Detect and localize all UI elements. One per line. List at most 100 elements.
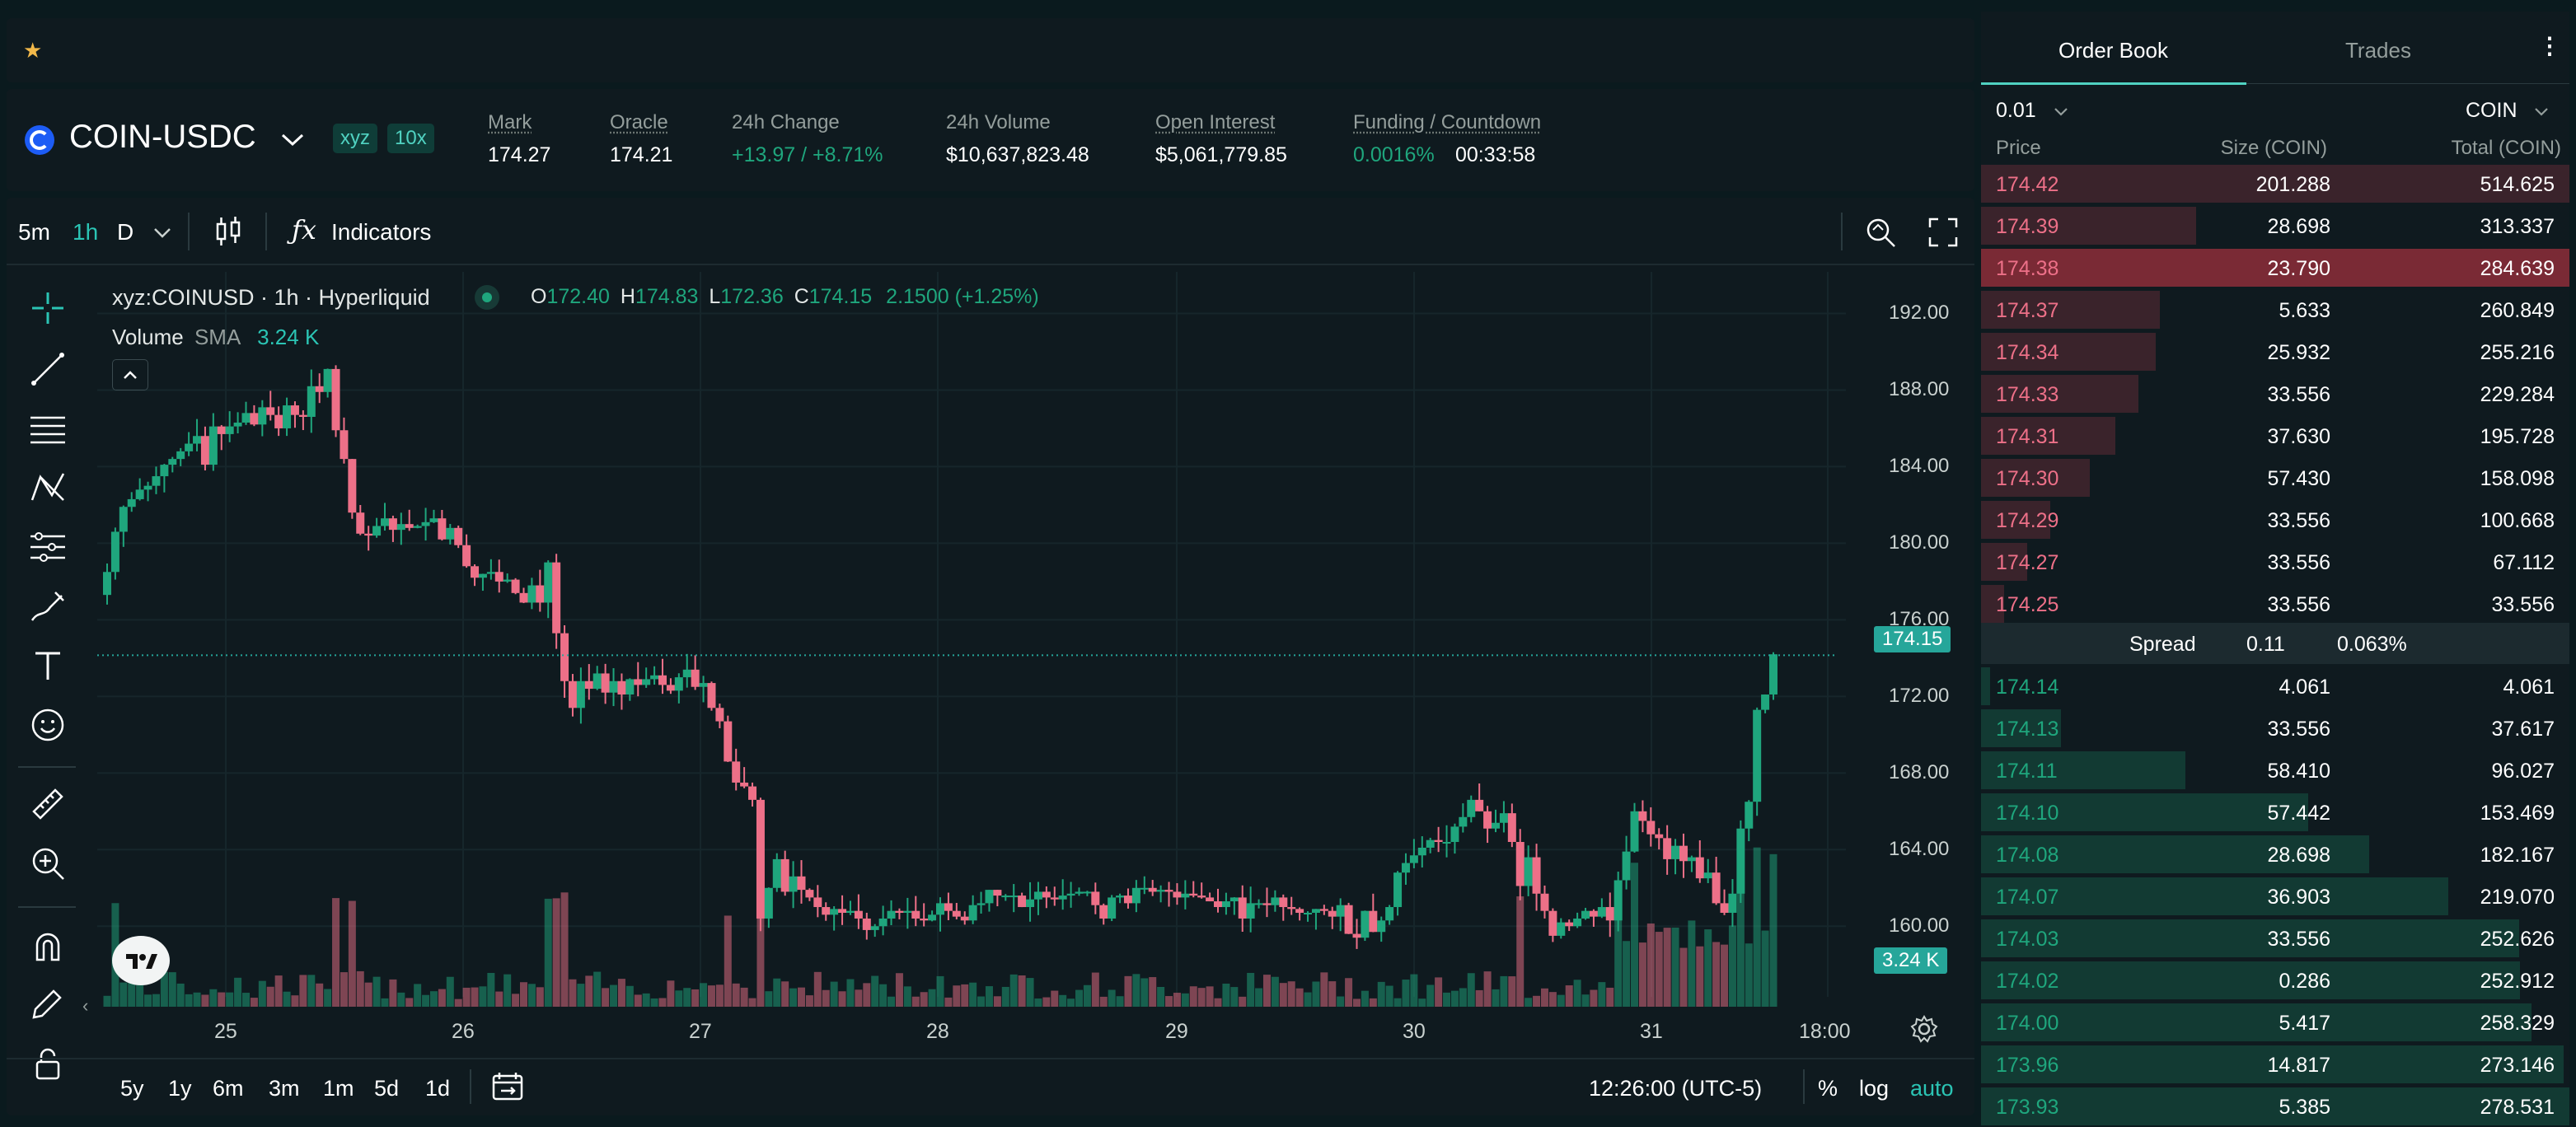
bid-row[interactable]: 174.07 36.903 219.070 xyxy=(1981,876,2569,917)
bid-row[interactable]: 174.08 28.698 182.167 xyxy=(1981,834,2569,875)
bid-row[interactable]: 174.13 33.556 37.617 xyxy=(1981,708,2569,749)
indicators-button[interactable]: Indicators xyxy=(331,219,432,245)
tick-size-select[interactable]: 0.01 xyxy=(1996,99,2068,123)
magnet-icon[interactable] xyxy=(25,928,71,964)
volume-bar xyxy=(1548,992,1557,1007)
price-tick-label: 168.00 xyxy=(1889,761,1950,784)
chevron-down-icon[interactable] xyxy=(153,227,171,239)
pattern-icon[interactable] xyxy=(25,470,71,506)
ask-row[interactable]: 174.38 23.790 284.639 xyxy=(1981,247,2569,288)
pencil-lock-icon[interactable] xyxy=(25,987,71,1023)
brush-icon[interactable] xyxy=(25,588,71,624)
candle-body xyxy=(1001,896,1010,898)
volume-bar xyxy=(1328,981,1337,1007)
range-1m[interactable]: 1m xyxy=(323,1076,354,1101)
candles-icon[interactable] xyxy=(214,216,242,247)
volume-bar xyxy=(520,982,527,1007)
volume-bar xyxy=(1140,978,1149,1007)
clock-readout[interactable]: 12:26:00 (UTC-5) xyxy=(1589,1076,1763,1101)
range-5d[interactable]: 5d xyxy=(374,1076,400,1101)
volume-bar xyxy=(1149,977,1157,1007)
ask-row[interactable]: 174.25 33.556 33.556 xyxy=(1981,583,2569,624)
tab-order-book[interactable]: Order Book xyxy=(2058,38,2168,63)
horizontal-lines-icon[interactable] xyxy=(25,410,71,447)
bid-row[interactable]: 173.96 14.817 273.146 xyxy=(1981,1044,2569,1085)
crosshair-icon[interactable] xyxy=(25,290,71,326)
price-chart[interactable] xyxy=(97,272,1963,1012)
unit-select[interactable]: COIN xyxy=(2466,99,2549,123)
settings-gear-icon[interactable] xyxy=(1910,1015,1938,1043)
pair-selector[interactable]: COIN-USDC xyxy=(69,119,256,156)
volume-bar xyxy=(1312,981,1320,1007)
ask-row[interactable]: 174.27 33.556 67.112 xyxy=(1981,541,2569,582)
bid-row[interactable]: 173.93 5.385 278.531 xyxy=(1981,1086,2569,1127)
volume-bar xyxy=(1287,981,1295,1007)
zoom-search-icon[interactable] xyxy=(1864,216,1897,249)
volume-bar xyxy=(593,971,602,1007)
trend-line-icon[interactable] xyxy=(25,351,71,387)
ask-row[interactable]: 174.33 33.556 229.284 xyxy=(1981,373,2569,414)
ruler-icon[interactable] xyxy=(25,786,71,822)
fullscreen-icon[interactable] xyxy=(1928,217,1958,247)
candle-body xyxy=(658,675,667,685)
tab-trades[interactable]: Trades xyxy=(2345,38,2411,63)
indicators-icon[interactable]: ƒx xyxy=(292,214,316,246)
bid-row[interactable]: 174.10 57.442 153.469 xyxy=(1981,792,2569,833)
ask-row[interactable]: 174.31 37.630 195.728 xyxy=(1981,415,2569,456)
tradingview-logo[interactable] xyxy=(112,936,170,985)
candle-body xyxy=(396,524,405,531)
volume-bar xyxy=(552,898,560,1007)
timeframe-d[interactable]: D xyxy=(117,219,134,245)
order-size: 28.698 xyxy=(2267,844,2330,867)
text-icon[interactable] xyxy=(25,648,71,684)
leverage-tag[interactable]: 10x xyxy=(387,124,434,153)
order-total: 4.061 xyxy=(2503,676,2555,699)
candle-body xyxy=(592,673,602,690)
calendar-range-icon[interactable] xyxy=(491,1071,524,1102)
bid-row[interactable]: 174.02 0.286 252.912 xyxy=(1981,960,2569,1001)
auto-scale-toggle[interactable]: auto xyxy=(1910,1076,1954,1101)
star-icon[interactable]: ★ xyxy=(23,38,43,63)
collapse-legend-button[interactable] xyxy=(112,359,148,390)
ask-row[interactable]: 174.34 25.932 255.216 xyxy=(1981,331,2569,372)
volume-bar xyxy=(610,984,618,1007)
ask-row[interactable]: 174.30 57.430 158.098 xyxy=(1981,457,2569,498)
candle-body xyxy=(119,507,128,532)
timeframe-5m[interactable]: 5m xyxy=(18,219,50,245)
volume-bar xyxy=(1614,913,1623,1007)
range-5y[interactable]: 5y xyxy=(120,1076,144,1101)
range-6m[interactable]: 6m xyxy=(213,1076,244,1101)
bid-row[interactable]: 174.03 33.556 252.626 xyxy=(1981,918,2569,959)
candle-body xyxy=(536,585,545,603)
ask-row[interactable]: 174.39 28.698 313.337 xyxy=(1981,205,2569,246)
percent-scale-toggle[interactable]: % xyxy=(1818,1076,1838,1101)
volume-bar xyxy=(324,989,332,1007)
order-size: 5.417 xyxy=(2279,1012,2330,1035)
candle-body xyxy=(813,897,822,908)
lock-icon[interactable] xyxy=(25,1046,71,1083)
collapse-toolbar-icon[interactable]: ‹ xyxy=(82,995,89,1016)
ask-row[interactable]: 174.37 5.633 260.849 xyxy=(1981,289,2569,330)
volume-bar xyxy=(1091,972,1099,1007)
ask-row[interactable]: 174.42 201.288 514.625 xyxy=(1981,163,2569,204)
range-1y[interactable]: 1y xyxy=(168,1076,192,1101)
timeframe-1h[interactable]: 1h xyxy=(73,219,99,245)
bid-row[interactable]: 174.00 5.417 258.329 xyxy=(1981,1002,2569,1043)
volume-bar xyxy=(332,898,340,1007)
bid-row[interactable]: 174.14 4.061 4.061 xyxy=(1981,666,2569,707)
price-tick-label: 184.00 xyxy=(1889,455,1950,478)
range-1d[interactable]: 1d xyxy=(425,1076,451,1101)
chevron-down-icon[interactable] xyxy=(280,132,305,148)
more-options-icon[interactable]: ⋮ xyxy=(2538,33,2561,58)
fib-icon[interactable] xyxy=(25,529,71,565)
bid-row[interactable]: 174.11 58.410 96.027 xyxy=(1981,750,2569,791)
ask-row[interactable]: 174.29 33.556 100.668 xyxy=(1981,499,2569,540)
visibility-eye-icon[interactable] xyxy=(475,285,499,310)
log-scale-toggle[interactable]: log xyxy=(1859,1076,1890,1101)
chevron-down-icon xyxy=(2054,108,2068,116)
range-3m[interactable]: 3m xyxy=(269,1076,300,1101)
candle-body xyxy=(454,527,463,545)
emoji-icon[interactable] xyxy=(25,707,71,743)
candle-body xyxy=(568,680,577,708)
zoom-in-icon[interactable] xyxy=(25,845,71,881)
